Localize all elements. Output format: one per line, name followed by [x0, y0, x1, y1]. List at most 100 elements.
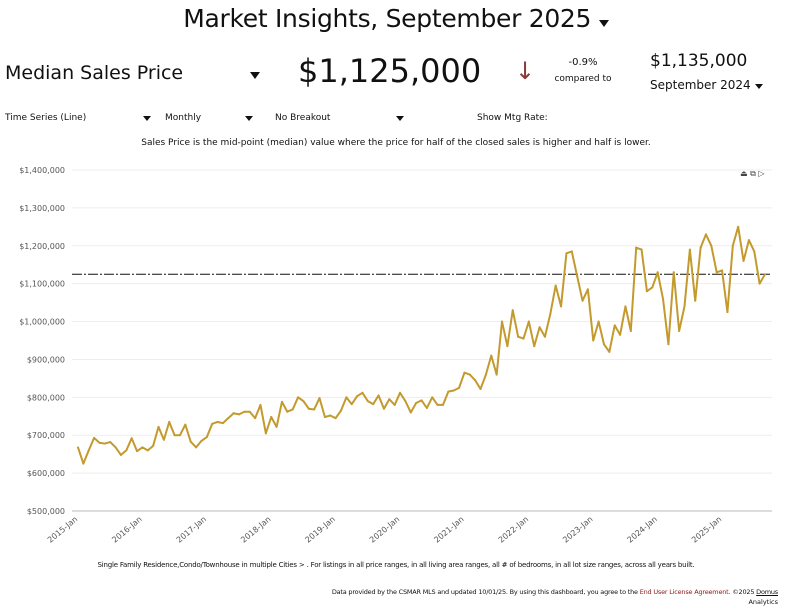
data-point: [549, 312, 552, 315]
metric-label: Median Sales Price: [5, 62, 184, 84]
y-tick-label: $1,000,000: [19, 318, 65, 327]
data-point: [98, 441, 101, 444]
data-point: [581, 299, 584, 302]
data-point: [286, 410, 289, 413]
data-point: [77, 446, 79, 449]
data-point: [87, 449, 90, 452]
metric-select[interactable]: Median Sales Price: [5, 62, 183, 84]
data-point: [178, 434, 181, 437]
data-point: [731, 244, 734, 247]
data-point: [318, 397, 321, 400]
data-point: [297, 396, 300, 399]
x-tick-label: 2023-Jan: [561, 515, 594, 545]
compare-period-select[interactable]: September 2024: [650, 78, 763, 92]
compared-label: compared to: [554, 74, 612, 84]
data-point: [227, 417, 230, 420]
data-point: [136, 450, 139, 453]
data-point: [753, 250, 756, 253]
metric-value: $1,125,000: [298, 52, 482, 90]
data-point: [195, 446, 198, 449]
data-point: [635, 246, 638, 249]
data-point: [683, 305, 686, 308]
y-tick-label: $800,000: [27, 393, 65, 402]
y-tick-label: $600,000: [27, 469, 65, 478]
data-point: [468, 373, 471, 376]
data-point: [103, 442, 106, 445]
x-tick-label: 2025-Jan: [690, 515, 723, 545]
chart-type-select[interactable]: Time Series (Line): [5, 113, 87, 123]
brand-link[interactable]: Domus: [756, 588, 778, 596]
interval-dropdown-icon[interactable]: [245, 116, 253, 121]
footer: Data provided by the CSMAR MLS and updat…: [332, 588, 778, 596]
x-tick-label: 2020-Jan: [368, 515, 401, 545]
eula-link[interactable]: End User License Agreement: [639, 588, 729, 596]
breakout-select[interactable]: No Breakout: [275, 113, 331, 123]
data-point: [211, 422, 214, 425]
y-tick-label: $500,000: [27, 507, 65, 516]
expand-icon[interactable]: ▷: [758, 169, 765, 178]
data-point: [678, 330, 681, 333]
data-point: [501, 320, 504, 323]
data-point: [495, 373, 498, 376]
data-point: [463, 371, 466, 374]
title-dropdown-icon[interactable]: [598, 20, 609, 27]
data-point: [329, 414, 332, 417]
x-tick-label: 2024-Jan: [626, 515, 659, 545]
export-icon[interactable]: ⧉: [750, 169, 756, 178]
data-point: [93, 436, 96, 439]
data-point: [629, 330, 632, 333]
data-point: [350, 403, 353, 406]
y-tick-label: $1,300,000: [19, 204, 65, 213]
data-point: [409, 411, 412, 414]
y-tick-label: $700,000: [27, 431, 65, 440]
data-point: [189, 440, 192, 443]
compare-period-dropdown-icon: [754, 84, 763, 89]
data-point: [254, 417, 257, 420]
data-point: [221, 422, 224, 425]
data-point: [715, 271, 718, 274]
chart-toolbar: ⏏ ⧉ ▷: [740, 169, 765, 179]
title-text: Market Insights, September 2025: [183, 4, 592, 33]
brand-line2[interactable]: Analytics: [748, 598, 778, 606]
data-point: [372, 403, 375, 406]
data-point: [721, 269, 724, 272]
x-tick-label: 2016-Jan: [110, 515, 143, 545]
data-point: [125, 449, 128, 452]
breakout-dropdown-icon[interactable]: [396, 116, 404, 121]
x-tick-label: 2021-Jan: [432, 515, 465, 545]
data-point: [248, 410, 251, 413]
data-point: [216, 420, 219, 423]
footer-text: Data provided by the CSMAR MLS and updat…: [331, 588, 638, 596]
data-point: [608, 350, 611, 353]
page-title[interactable]: Market Insights, September 2025: [0, 4, 792, 33]
data-point: [710, 244, 713, 247]
data-point: [130, 437, 133, 440]
y-tick-label: $1,400,000: [19, 166, 65, 175]
data-point: [742, 259, 745, 262]
data-point: [82, 462, 85, 465]
series-line: [77, 225, 766, 465]
data-point: [447, 390, 450, 393]
interval-select[interactable]: Monthly: [165, 113, 202, 123]
data-point: [651, 286, 654, 289]
data-point: [109, 441, 112, 444]
x-tick-label: 2022-Jan: [497, 515, 530, 545]
data-point: [613, 324, 616, 327]
metric-dropdown-icon[interactable]: [250, 72, 260, 79]
mtg-rate-label: Show Mtg Rate:: [477, 113, 548, 123]
data-point: [758, 282, 761, 285]
data-point: [436, 403, 439, 406]
data-point: [377, 394, 380, 397]
y-tick-label: $1,200,000: [19, 242, 65, 251]
data-point: [699, 246, 702, 249]
data-point: [662, 297, 665, 300]
data-point: [645, 290, 648, 293]
chart-type-dropdown-icon[interactable]: [143, 116, 151, 121]
data-point: [737, 225, 740, 228]
download-icon[interactable]: ⏏: [740, 169, 748, 178]
x-tick-label: 2015-Jan: [46, 515, 79, 545]
description: Sales Price is the mid-point (median) va…: [141, 138, 651, 148]
data-point: [511, 309, 514, 312]
data-point: [656, 271, 659, 274]
data-point: [592, 339, 595, 342]
